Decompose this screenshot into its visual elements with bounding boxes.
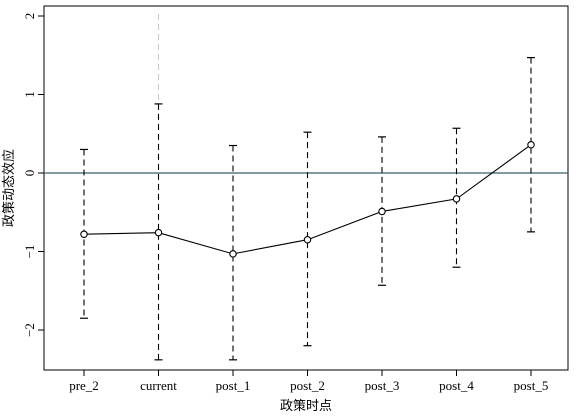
x-tick-label: pre_2 [69,378,99,393]
y-axis-title: 政策动态效应 [1,149,17,227]
x-tick-label: post_3 [365,378,400,393]
estimate-point [303,235,312,244]
x-tick-label: current [140,378,177,393]
x-tick-label: post_2 [290,378,325,393]
estimate-point [452,195,461,203]
y-tick-label: −2 [22,323,37,337]
estimate-point [229,250,237,258]
y-tick-label: 2 [22,13,37,20]
x-tick-label: post_1 [216,378,251,393]
plot-area: −2 −1 0 1 2 pre_2 current post_1 post_2 post_3 pos… [22,5,569,393]
estimate-point [154,228,163,237]
x-axis-title: 政策时点 [280,398,332,414]
y-tick-label: −1 [22,245,37,259]
x-tick-label: post_5 [514,378,549,393]
estimate-point [378,207,386,216]
y-tick-label: 1 [22,91,37,98]
y-tick-label: 0 [22,170,37,177]
estimate-point [527,140,535,149]
x-tick-label: post_4 [439,378,474,393]
estimate-point [80,230,88,238]
plot-frame [43,5,569,371]
